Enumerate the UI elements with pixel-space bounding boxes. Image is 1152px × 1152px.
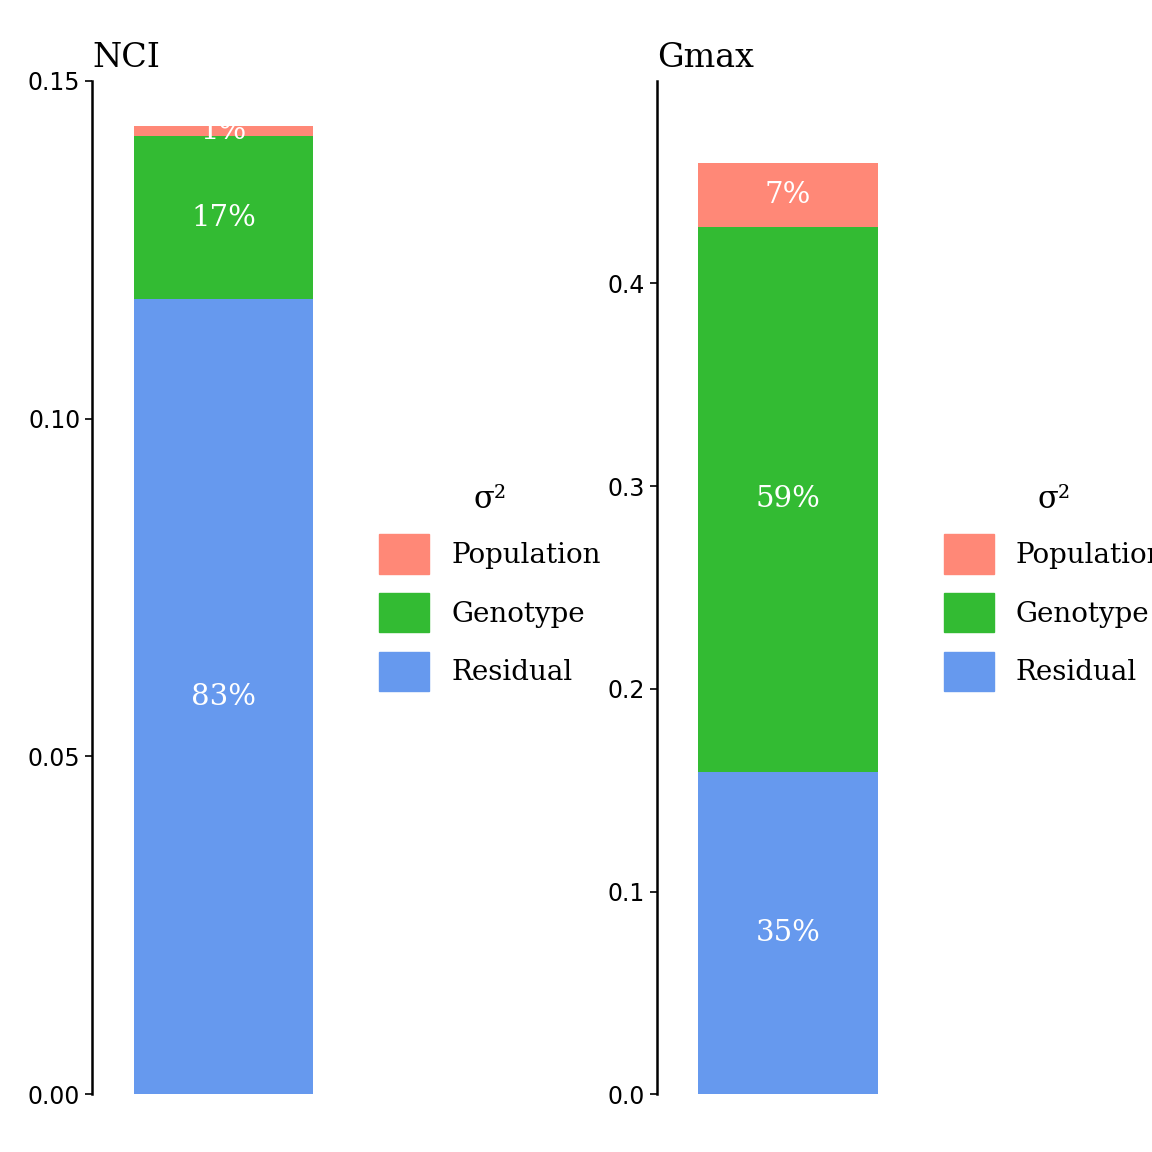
Text: 17%: 17% — [191, 204, 256, 232]
Text: 59%: 59% — [756, 485, 820, 514]
Text: 83%: 83% — [191, 683, 256, 711]
Bar — [698, 227, 878, 772]
Legend: Population, Genotype, Residual: Population, Genotype, Residual — [365, 470, 615, 705]
Bar — [134, 136, 313, 300]
Bar — [134, 300, 313, 1094]
Bar — [698, 162, 878, 227]
Bar — [134, 127, 313, 136]
Text: 7%: 7% — [765, 181, 811, 209]
Text: Gmax: Gmax — [657, 41, 753, 74]
Bar — [698, 772, 878, 1094]
Legend: Population, Genotype, Residual: Population, Genotype, Residual — [930, 470, 1152, 705]
Text: NCI: NCI — [92, 41, 160, 74]
Text: 1%: 1% — [200, 118, 247, 145]
Text: 35%: 35% — [756, 919, 820, 947]
